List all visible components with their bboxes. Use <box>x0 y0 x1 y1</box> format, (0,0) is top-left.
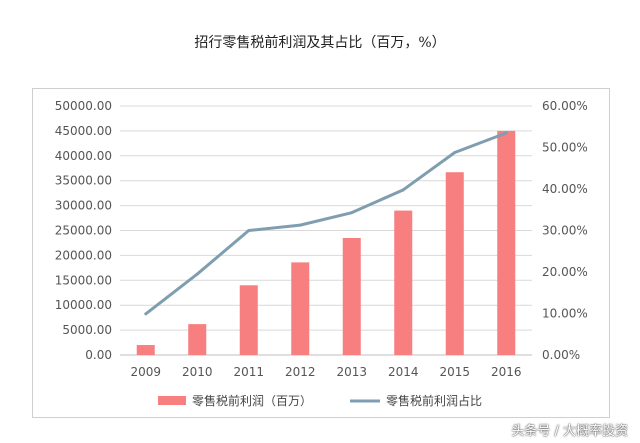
watermark: 头条号 / 大概率投资 <box>511 424 628 439</box>
bar <box>188 324 207 355</box>
line-series <box>144 131 508 316</box>
right-axis-tick-label: 20.00% <box>542 265 588 279</box>
left-axis-tick-label: 40000.00 <box>55 149 112 163</box>
bar <box>445 172 464 355</box>
left-axis-tick-label: 25000.00 <box>55 224 112 238</box>
x-axis-tick-label: 2009 <box>130 365 161 379</box>
x-axis-tick-label: 2012 <box>285 365 316 379</box>
line-point <box>453 150 457 154</box>
left-axis-tick-label: 15000.00 <box>55 273 112 287</box>
legend-swatch-bar <box>158 396 186 405</box>
line-point <box>298 223 302 227</box>
gridlines <box>120 105 532 356</box>
x-axis-ticks: 2009 2010 2011 2012 2013 2014 2015 2016 <box>130 365 521 379</box>
bar <box>497 130 516 355</box>
line-point <box>144 312 148 316</box>
line-point <box>504 131 508 135</box>
line-point <box>247 229 251 232</box>
left-axis-tick-label: 30000.00 <box>55 199 112 213</box>
legend-label-bar: 零售税前利润（百万） <box>192 393 312 408</box>
left-axis-ticks: 0.00 5000.00 10000.00 15000.00 20000.00 25000… <box>55 99 112 362</box>
left-axis-tick-label: 10000.00 <box>55 298 112 312</box>
bar <box>291 262 310 355</box>
line-point <box>350 211 354 215</box>
x-axis-tick-label: 2013 <box>336 365 367 379</box>
right-axis-tick-label: 0.00% <box>542 348 580 362</box>
right-axis-tick-label: 60.00% <box>542 99 588 113</box>
bar <box>239 285 258 355</box>
line-path <box>144 131 507 316</box>
left-axis-tick-label: 45000.00 <box>55 124 112 138</box>
right-axis-tick-label: 30.00% <box>542 224 588 238</box>
x-axis-tick-label: 2016 <box>491 365 522 379</box>
x-axis-tick-label: 2010 <box>182 365 213 379</box>
left-axis-tick-label: 50000.00 <box>55 99 112 113</box>
right-axis-tick-label: 50.00% <box>542 141 588 155</box>
chart-title: 招行零售税前利润及其占比（百万，%） <box>194 35 446 51</box>
chart-frame <box>32 88 610 418</box>
legend: 零售税前利润（百万） 零售税前利润占比 <box>158 393 482 408</box>
left-axis-tick-label: 20000.00 <box>55 248 112 262</box>
left-axis-tick-label: 35000.00 <box>55 174 112 188</box>
left-axis-tick-label: 0.00 <box>85 348 112 362</box>
bar <box>342 237 361 355</box>
right-axis-tick-label: 40.00% <box>542 182 588 196</box>
right-axis-tick-label: 10.00% <box>542 307 588 321</box>
left-axis-tick-label: 5000.00 <box>62 323 112 337</box>
line-point <box>401 188 405 192</box>
line-point <box>195 272 199 276</box>
x-axis-tick-label: 2015 <box>439 365 470 379</box>
x-axis-tick-label: 2014 <box>388 365 419 379</box>
bar <box>136 345 155 355</box>
legend-label-line: 零售税前利润占比 <box>386 393 482 408</box>
bar <box>394 210 413 355</box>
bar-series <box>136 130 516 355</box>
x-axis-tick-label: 2011 <box>233 365 264 379</box>
right-axis-ticks: 0.00% 10.00% 20.00% 30.00% 40.00% 50.00% 60.00… <box>542 99 588 362</box>
